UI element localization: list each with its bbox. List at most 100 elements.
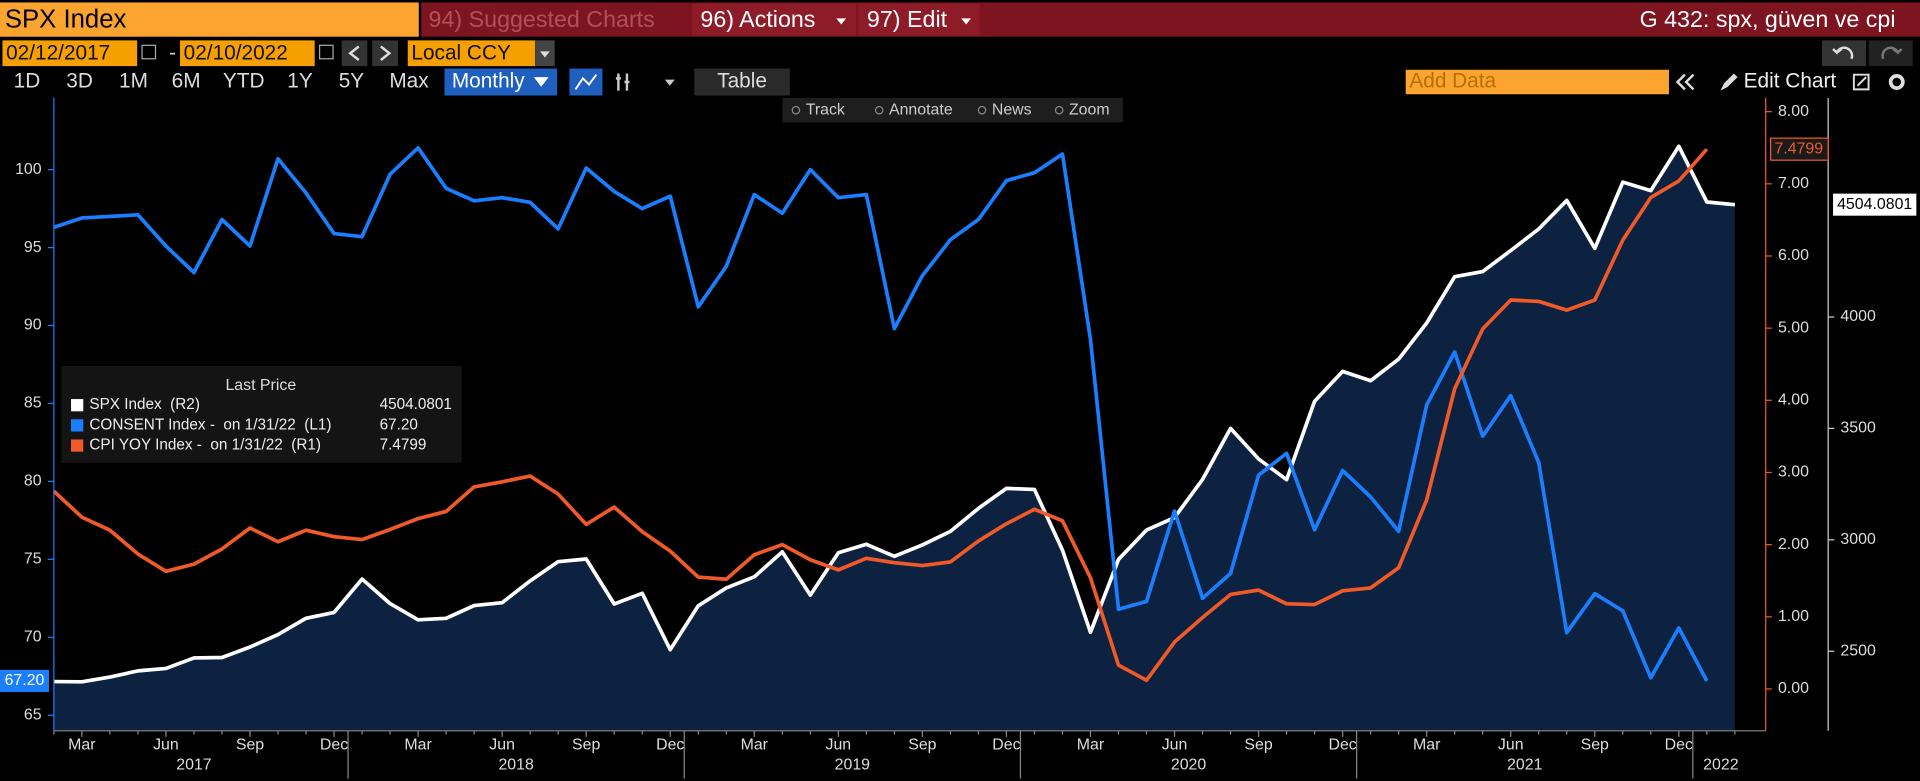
x-tick-label: Dec <box>992 737 1020 754</box>
next-arrow <box>380 45 392 61</box>
menu-item[interactable]: 96) Actions <box>700 6 815 32</box>
x-tick-label: Mar <box>741 737 769 754</box>
tool-button[interactable]: Track <box>806 101 845 118</box>
y-tick-label: 85 <box>24 395 42 412</box>
last-value-box <box>0 669 49 692</box>
dropdown-arrow[interactable] <box>664 79 675 86</box>
currency-box[interactable] <box>407 40 536 67</box>
menu-bar <box>421 2 1920 37</box>
y-tick-label: 6.00 <box>1778 247 1809 264</box>
x-tick-label: Jun <box>489 737 515 754</box>
y-tick-label: 70 <box>24 628 42 645</box>
line-icon <box>574 74 598 90</box>
undo-icon <box>1832 46 1854 60</box>
start-date[interactable]: 02/12/2017 <box>6 41 110 64</box>
x-tick-label: Jun <box>1162 737 1188 754</box>
x-tick-label: Mar <box>404 737 432 754</box>
x-tick-label: Jun <box>1498 737 1524 754</box>
legend-value: 7.4799 <box>380 437 427 454</box>
year-label: 2019 <box>835 756 871 773</box>
legend-value: 67.20 <box>380 416 418 433</box>
period-button[interactable]: 3D <box>66 70 93 93</box>
gear-icon[interactable] <box>1888 74 1905 90</box>
legend-entry: SPX Index (R2) <box>89 396 200 413</box>
last-value: 4504.0801 <box>1837 196 1912 213</box>
add-data[interactable]: Add Data <box>1409 70 1496 93</box>
end-date[interactable]: 02/10/2022 <box>184 41 288 64</box>
x-tick-label: Sep <box>236 737 264 754</box>
candle-icon[interactable] <box>615 73 630 91</box>
legend-value: 4504.0801 <box>380 396 452 413</box>
tool-button[interactable]: News <box>992 101 1032 118</box>
year-label: 2022 <box>1703 756 1739 773</box>
x-tick-label: Mar <box>68 737 96 754</box>
calendar-icon[interactable] <box>318 44 334 60</box>
y-tick-label: 75 <box>24 551 42 568</box>
x-tick-label: Dec <box>1328 737 1356 754</box>
menu-item[interactable]: 94) Suggested Charts <box>429 6 655 32</box>
undo-button[interactable] <box>1822 40 1867 67</box>
period-button[interactable]: 5Y <box>339 70 365 93</box>
x-tick-label: Dec <box>1665 737 1693 754</box>
add-data-box[interactable] <box>1405 69 1669 95</box>
period-button[interactable]: YTD <box>223 70 265 93</box>
collapse-icon[interactable] <box>1675 73 1695 91</box>
x-tick-label: Mar <box>1077 737 1105 754</box>
x-tick-label: Sep <box>1244 737 1272 754</box>
last-value-box <box>1770 137 1829 161</box>
year-label: 2021 <box>1507 756 1543 773</box>
table-button[interactable] <box>694 68 790 96</box>
tool-buttons: Track Annotate News Zoom <box>791 101 1110 118</box>
year-label: 2020 <box>1171 756 1207 773</box>
tool-icon <box>874 105 884 115</box>
security-box[interactable] <box>0 2 419 37</box>
next-button[interactable] <box>372 40 398 67</box>
legend-swatch <box>71 399 84 412</box>
tool-button[interactable]: Zoom <box>1069 101 1110 118</box>
redo-button[interactable] <box>1868 40 1913 67</box>
y-tick-label: 0.00 <box>1778 680 1809 697</box>
line <box>53 144 1736 684</box>
period-button[interactable]: 6M <box>172 70 201 93</box>
y-tick-label: 4.00 <box>1778 392 1809 409</box>
chart-tools <box>782 97 1123 123</box>
last-value: 67.20 <box>5 672 45 689</box>
frequency[interactable]: Monthly <box>452 70 525 93</box>
tool-button[interactable]: Annotate <box>889 101 953 118</box>
calendar-icon[interactable] <box>141 44 157 60</box>
x-tick-label: Sep <box>908 737 936 754</box>
legend-swatch <box>71 419 84 432</box>
y-tick-label: 8.00 <box>1778 103 1809 120</box>
legend-box <box>61 366 462 463</box>
x-tick-label: Dec <box>656 737 684 754</box>
currency[interactable]: Local CCY <box>411 41 511 64</box>
y-tick-label: 65 <box>24 706 42 723</box>
date-box[interactable] <box>2 40 138 67</box>
prev-button[interactable] <box>341 40 368 67</box>
security[interactable]: SPX Index <box>5 6 127 34</box>
menu-button[interactable] <box>691 3 856 36</box>
y-tick-label: 5.00 <box>1778 319 1809 336</box>
period-button[interactable]: Max <box>389 70 429 93</box>
x-tick-label: Sep <box>1581 737 1609 754</box>
dropdown-arrow <box>533 77 549 87</box>
date-separator: - <box>169 41 176 64</box>
year-label: 2018 <box>498 756 534 773</box>
tool-icon <box>977 105 987 115</box>
dropdown-arrow <box>961 18 972 25</box>
menu-item[interactable]: 97) Edit <box>867 6 948 32</box>
table[interactable]: Table <box>717 70 767 93</box>
settings-icon[interactable] <box>1852 73 1870 91</box>
tool-icon <box>791 105 801 115</box>
period-button[interactable]: 1Y <box>287 70 313 93</box>
legend-entry: CONSENT Index - on 1/31/22 (L1) <box>89 416 331 433</box>
edit-chart[interactable]: Edit Chart <box>1744 70 1837 93</box>
y-tick-label: 3.00 <box>1778 464 1809 481</box>
area <box>53 146 1735 731</box>
date-box[interactable] <box>180 40 315 67</box>
menu-button[interactable] <box>858 3 980 36</box>
period-button[interactable]: 1M <box>119 70 148 93</box>
period-button[interactable]: 1D <box>14 70 41 93</box>
